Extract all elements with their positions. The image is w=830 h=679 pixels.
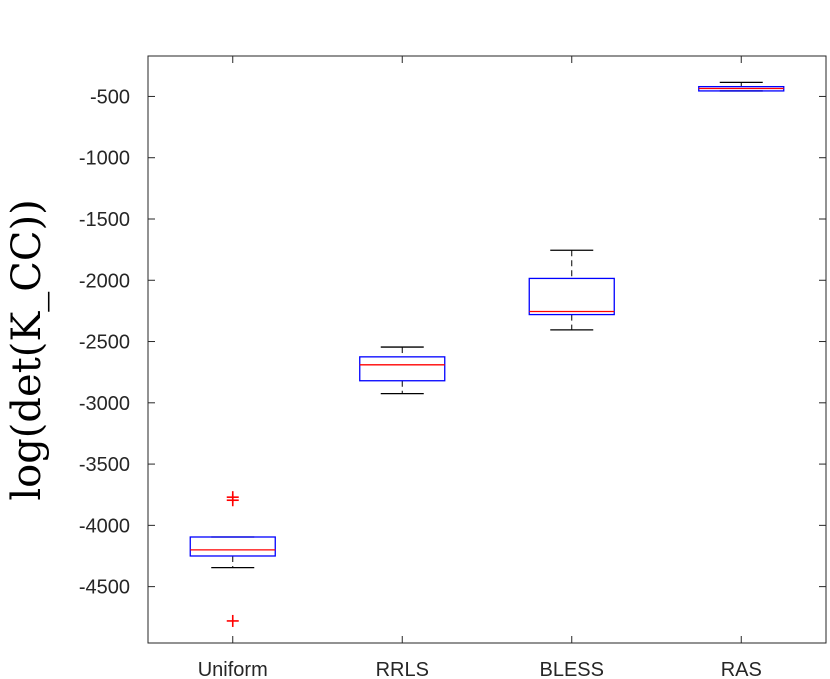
y-axis-label: log(det(K_CC)) bbox=[4, 199, 50, 500]
y-tick-label: -2500 bbox=[79, 332, 130, 354]
y-tick-label: -3000 bbox=[79, 393, 130, 415]
y-tick-label: -1000 bbox=[79, 148, 130, 170]
box-ras bbox=[698, 81, 785, 92]
x-tick-label: BLESS bbox=[540, 659, 604, 679]
iqr-box bbox=[359, 356, 446, 382]
y-tick-label: -1500 bbox=[79, 209, 130, 231]
iqr-box bbox=[528, 277, 615, 316]
x-tick-label: RRLS bbox=[376, 659, 429, 679]
box-rrls bbox=[359, 346, 446, 395]
y-tick-label: -2000 bbox=[79, 270, 130, 292]
y-tick-label: -4000 bbox=[79, 515, 130, 537]
y-tick-label: -500 bbox=[90, 86, 130, 108]
outlier-marker bbox=[226, 494, 239, 507]
box-bless bbox=[528, 249, 615, 331]
x-tick-label: Uniform bbox=[198, 659, 268, 679]
box-series bbox=[189, 81, 785, 627]
x-tick-label: RAS bbox=[721, 659, 762, 679]
y-tick-label: -3500 bbox=[79, 454, 130, 476]
iqr-box bbox=[189, 536, 276, 557]
outlier-marker bbox=[226, 614, 239, 627]
x-axis-ticks: Uniform RRLS BLESS RAS bbox=[198, 56, 762, 679]
y-tick-label: -4500 bbox=[79, 577, 130, 599]
y-axis-ticks: -500 -1000 -1500 -2000 -2500 -3000 -3500 -4000 -… bbox=[79, 86, 826, 599]
box-uniform bbox=[189, 491, 276, 627]
plot-area bbox=[147, 55, 827, 644]
